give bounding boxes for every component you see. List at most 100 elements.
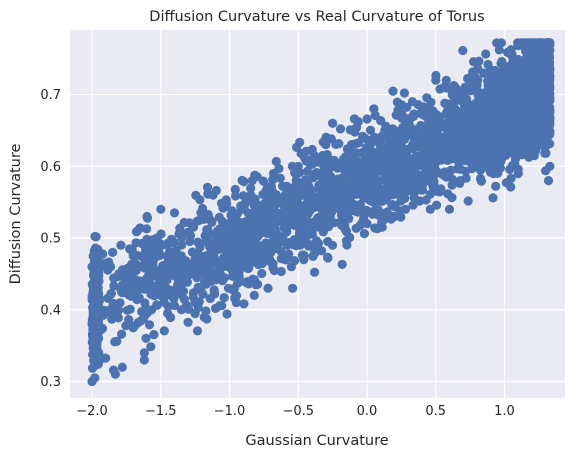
data-point xyxy=(122,263,133,273)
data-point xyxy=(222,199,232,209)
data-point xyxy=(363,147,373,157)
data-point xyxy=(501,124,511,134)
data-point xyxy=(190,309,200,319)
data-point xyxy=(426,140,436,150)
data-point xyxy=(283,209,293,219)
x-tick-label: −2.0 xyxy=(76,404,108,419)
data-point xyxy=(112,272,122,282)
y-axis-ticks: 0.3 0.4 0.5 0.6 0.7 xyxy=(40,88,61,390)
data-point xyxy=(477,135,487,145)
data-point xyxy=(253,246,263,256)
data-point xyxy=(264,186,274,196)
data-point xyxy=(323,236,333,247)
data-point xyxy=(362,114,372,124)
data-point xyxy=(322,150,332,160)
data-point xyxy=(356,148,366,158)
data-point xyxy=(399,183,409,193)
data-point xyxy=(89,270,99,280)
data-point xyxy=(443,189,453,199)
data-point xyxy=(390,202,400,212)
data-point xyxy=(249,290,259,300)
y-tick-label: 0.4 xyxy=(40,303,61,318)
data-point xyxy=(360,133,370,143)
data-point xyxy=(488,130,499,140)
y-tick-label: 0.7 xyxy=(40,88,61,103)
data-point xyxy=(343,203,353,214)
data-point xyxy=(533,102,543,112)
data-point xyxy=(426,97,436,107)
data-point xyxy=(337,259,347,269)
data-point xyxy=(169,208,180,218)
data-point xyxy=(400,204,411,214)
data-point xyxy=(444,204,455,214)
data-point xyxy=(491,181,501,191)
data-point xyxy=(378,215,389,225)
data-point xyxy=(497,111,507,121)
data-point xyxy=(494,45,504,55)
data-point xyxy=(215,301,225,311)
data-point xyxy=(243,276,253,287)
data-point xyxy=(446,122,456,132)
data-point xyxy=(474,56,484,66)
data-point xyxy=(395,142,405,152)
data-point xyxy=(451,96,461,106)
data-point xyxy=(108,307,118,317)
data-point xyxy=(459,134,469,145)
data-point xyxy=(139,355,149,365)
data-point xyxy=(371,204,382,214)
data-point xyxy=(341,226,351,236)
data-point xyxy=(226,243,236,253)
data-point xyxy=(208,190,218,200)
data-point xyxy=(516,98,526,108)
data-point xyxy=(179,217,189,228)
data-point xyxy=(488,193,498,203)
data-point xyxy=(511,109,521,119)
data-point xyxy=(246,183,256,193)
data-point xyxy=(190,298,200,308)
data-point xyxy=(122,305,132,315)
data-point xyxy=(399,170,409,181)
data-point xyxy=(513,168,523,179)
data-point xyxy=(149,291,159,301)
data-point xyxy=(112,336,122,346)
data-point xyxy=(402,102,412,112)
data-point xyxy=(517,150,527,160)
data-point xyxy=(108,247,118,257)
data-point xyxy=(339,195,349,205)
data-point xyxy=(247,231,257,241)
data-point xyxy=(507,135,518,145)
y-tick-label: 0.3 xyxy=(40,375,61,390)
data-point xyxy=(490,88,500,98)
data-point xyxy=(181,258,192,268)
data-point xyxy=(516,76,526,86)
data-point xyxy=(441,172,451,182)
data-point xyxy=(416,120,426,131)
data-point xyxy=(236,201,246,211)
data-point xyxy=(276,266,286,277)
data-point xyxy=(299,255,309,265)
data-point xyxy=(529,93,540,103)
data-point xyxy=(216,239,226,249)
data-point xyxy=(198,289,208,299)
data-point xyxy=(275,173,285,183)
data-point xyxy=(342,144,352,154)
data-point xyxy=(159,326,169,336)
data-point xyxy=(411,135,421,145)
data-point xyxy=(89,356,99,366)
data-point xyxy=(204,231,214,241)
data-point xyxy=(222,309,232,319)
chart-title: Diffusion Curvature vs Real Curvature of… xyxy=(149,9,484,25)
data-point xyxy=(154,266,164,276)
data-point xyxy=(144,320,155,330)
data-point xyxy=(435,132,445,142)
data-point xyxy=(514,117,524,127)
data-point xyxy=(442,130,452,140)
data-point xyxy=(230,191,241,201)
data-point xyxy=(293,215,303,226)
data-point xyxy=(545,161,555,171)
data-point xyxy=(495,133,505,143)
data-point xyxy=(163,301,173,311)
data-point xyxy=(90,305,100,315)
data-point xyxy=(320,202,330,212)
data-point xyxy=(423,167,433,177)
